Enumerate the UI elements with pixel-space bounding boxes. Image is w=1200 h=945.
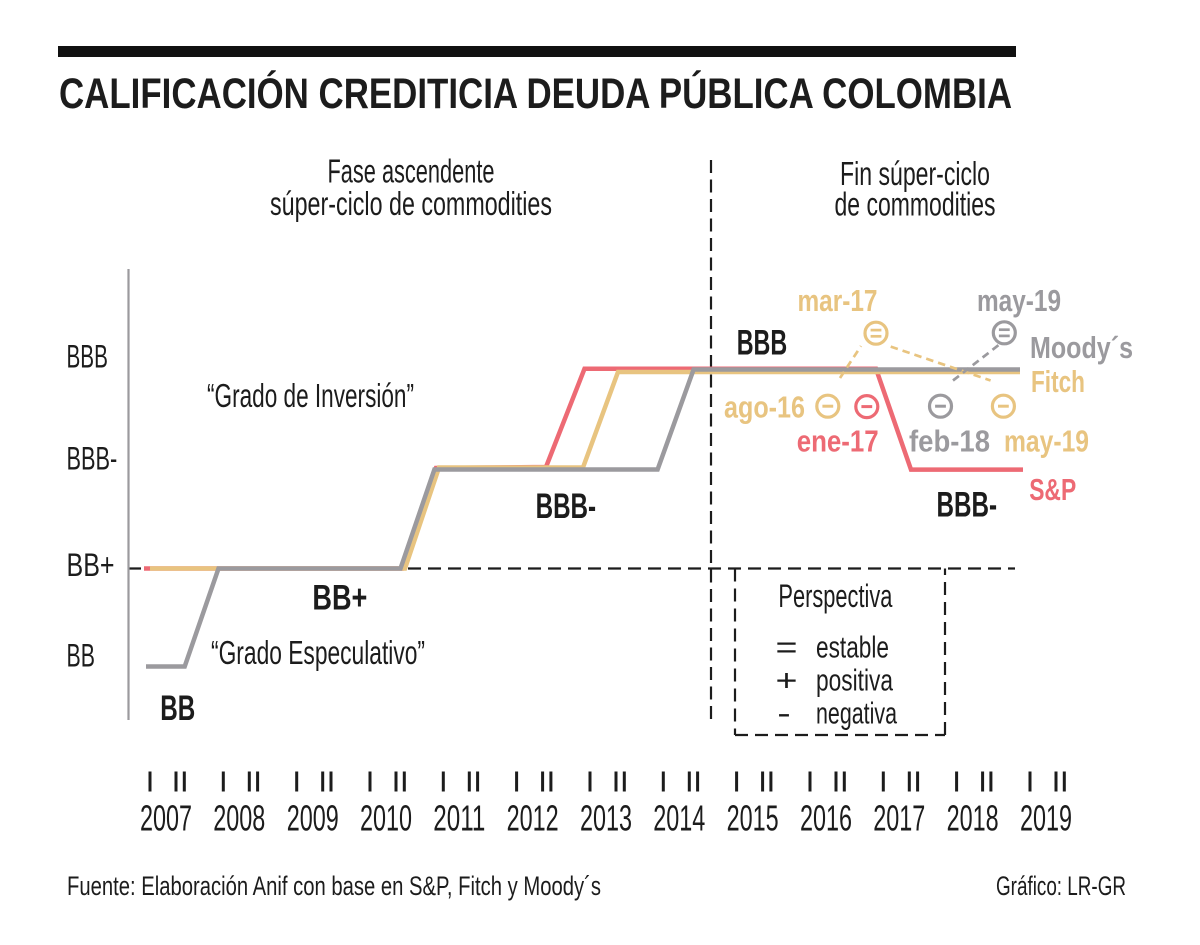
- svg-text:Fin súper-ciclo: Fin súper-ciclo: [840, 156, 990, 193]
- svg-text:may-19: may-19: [977, 283, 1061, 318]
- svg-text:2013: 2013: [580, 798, 632, 839]
- svg-text:BB+: BB+: [67, 547, 115, 583]
- svg-text:2007: 2007: [140, 798, 192, 839]
- svg-text:2019: 2019: [1020, 798, 1072, 839]
- svg-text:Fitch: Fitch: [1031, 364, 1085, 399]
- svg-text:2016: 2016: [800, 798, 852, 839]
- svg-text:ene-17: ene-17: [797, 424, 879, 459]
- svg-text:BB: BB: [160, 689, 195, 728]
- svg-text:estable: estable: [816, 630, 889, 665]
- svg-text:positiva: positiva: [816, 663, 894, 698]
- svg-text:2014: 2014: [653, 798, 705, 839]
- svg-text:2015: 2015: [727, 798, 779, 839]
- svg-text:súper-ciclo de commodities: súper-ciclo de commodities: [270, 186, 552, 223]
- svg-text:Gráfico: LR-GR: Gráfico: LR-GR: [996, 871, 1126, 901]
- svg-text:2009: 2009: [287, 798, 339, 839]
- svg-text:BB+: BB+: [312, 579, 367, 618]
- svg-text:BB: BB: [67, 638, 95, 674]
- svg-text:-: -: [777, 696, 791, 731]
- svg-text:2010: 2010: [360, 798, 412, 839]
- svg-text:BBB: BBB: [67, 339, 108, 375]
- svg-text:“Grado Especulativo”: “Grado Especulativo”: [211, 635, 425, 672]
- svg-text:CALIFICACIÓN CREDITICIA DEUDA: CALIFICACIÓN CREDITICIA DEUDA PÚBLICA CO…: [59, 69, 1012, 118]
- svg-text:Fuente: Elaboración Anif con b: Fuente: Elaboración Anif con base en S&P…: [67, 871, 601, 901]
- svg-text:Fase ascendente: Fase ascendente: [328, 154, 495, 191]
- svg-text:2008: 2008: [213, 798, 265, 839]
- svg-text:2018: 2018: [947, 798, 999, 839]
- svg-text:BBB: BBB: [737, 324, 788, 363]
- svg-text:=: =: [776, 630, 798, 665]
- svg-text:feb-18: feb-18: [909, 424, 990, 459]
- svg-text:“Grado de Inversión”: “Grado de Inversión”: [207, 378, 414, 415]
- svg-text:BBB-: BBB-: [937, 486, 998, 525]
- svg-text:may-19: may-19: [1004, 424, 1089, 459]
- svg-text:ago-16: ago-16: [724, 389, 805, 424]
- svg-text:BBB-: BBB-: [67, 441, 118, 477]
- svg-text:Moody´s: Moody´s: [1030, 330, 1133, 365]
- svg-text:BBB-: BBB-: [536, 487, 597, 526]
- svg-text:2012: 2012: [507, 798, 559, 839]
- svg-text:Perspectiva: Perspectiva: [778, 578, 892, 614]
- svg-text:S&P: S&P: [1029, 472, 1076, 507]
- svg-text:negativa: negativa: [816, 696, 898, 731]
- svg-text:+: +: [776, 663, 798, 698]
- svg-text:de commodities: de commodities: [835, 187, 996, 224]
- svg-text:2017: 2017: [873, 798, 925, 839]
- svg-text:2011: 2011: [433, 798, 485, 839]
- svg-text:mar-17: mar-17: [798, 283, 878, 318]
